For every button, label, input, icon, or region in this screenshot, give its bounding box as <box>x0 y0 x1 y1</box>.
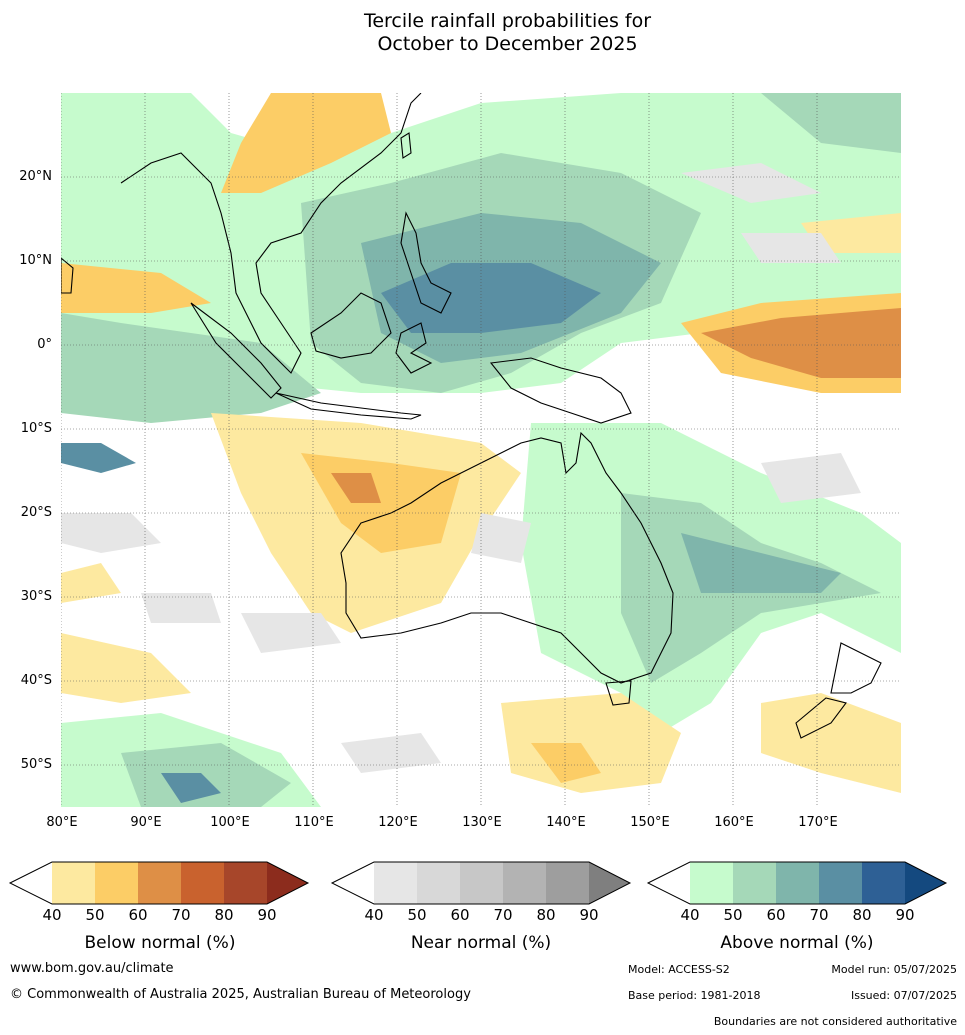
near-swatch-5 <box>546 862 589 904</box>
above-swatch-5 <box>862 862 905 904</box>
near-normal-colorbar-graphic <box>330 861 632 905</box>
graticule <box>61 93 901 807</box>
near-swatch-1 <box>374 862 417 904</box>
above-tick: 90 <box>895 906 915 924</box>
above-normal-colorbar <box>646 861 948 905</box>
above-swatch-4 <box>819 862 862 904</box>
below-tick: 40 <box>42 906 62 924</box>
lon-label-170e: 170°E <box>798 815 838 830</box>
lat-label-40s: 40°S <box>20 673 52 688</box>
below-swatch-6 <box>267 862 308 904</box>
base-period: Base period: 1981-2018 <box>628 989 761 1002</box>
copyright-text: © Commonwealth of Australia 2025, Austra… <box>10 987 471 1002</box>
above-swatch-3 <box>776 862 819 904</box>
above-tick: 80 <box>852 906 872 924</box>
lon-label-150e: 150°E <box>630 815 670 830</box>
below-swatch-2 <box>95 862 138 904</box>
lon-label-120e: 120°E <box>378 815 418 830</box>
sulawesi-coastline <box>395 322 433 374</box>
above-normal-colorbar-graphic <box>646 861 948 905</box>
below-tick: 90 <box>257 906 277 924</box>
lon-label-160e: 160°E <box>714 815 754 830</box>
lon-label-100e: 100°E <box>210 815 250 830</box>
near-tick: 70 <box>493 906 513 924</box>
title-line-1: Tercile rainfall probabilities for <box>363 10 652 32</box>
model-name: Model: ACCESS-S2 <box>628 963 730 976</box>
below-normal-colorbar-graphic <box>8 861 310 905</box>
issued-date: Issued: 07/07/2025 <box>850 989 957 1002</box>
below-swatch-5 <box>224 862 267 904</box>
rainfall-probability-map <box>61 93 901 807</box>
boundaries-disclaimer: Boundaries are not considered authoritat… <box>713 1015 957 1028</box>
below-swatch-3 <box>138 862 181 904</box>
near-tick: 90 <box>579 906 599 924</box>
above-swatch-2 <box>733 862 776 904</box>
below-tick: 50 <box>85 906 105 924</box>
near-swatch-6 <box>589 862 630 904</box>
below-swatch-0 <box>10 862 52 904</box>
taiwan-coastline <box>400 132 412 159</box>
new-guinea-coastline <box>489 357 632 424</box>
near-tick: 60 <box>450 906 470 924</box>
below-swatch-1 <box>52 862 95 904</box>
below-tick: 70 <box>171 906 191 924</box>
near-swatch-0 <box>332 862 374 904</box>
philippines-coastline <box>400 211 452 314</box>
above-tick: 50 <box>723 906 743 924</box>
near-swatch-2 <box>417 862 460 904</box>
lon-label-90e: 90°E <box>130 815 162 830</box>
borneo-coastline <box>310 292 392 359</box>
lon-label-130e: 130°E <box>462 815 502 830</box>
lat-label-20n: 20°N <box>19 169 52 184</box>
title-line-2: October to December 2025 <box>377 33 638 55</box>
lat-label-0: 0° <box>37 337 52 352</box>
website-link[interactable]: www.bom.gov.au/climate <box>10 961 174 976</box>
lon-label-110e: 110°E <box>294 815 334 830</box>
near-tick: 40 <box>364 906 384 924</box>
below-swatch-4 <box>181 862 224 904</box>
lon-label-140e: 140°E <box>546 815 586 830</box>
above-tick: 40 <box>680 906 700 924</box>
near-normal-title: Near normal (%) <box>410 933 552 953</box>
map-canvas <box>61 93 901 807</box>
near-normal-colorbar <box>330 861 632 905</box>
below-tick: 60 <box>128 906 148 924</box>
tasmania-coastline <box>605 680 632 706</box>
below-normal-colorbar <box>8 861 310 905</box>
near-tick: 50 <box>407 906 427 924</box>
near-swatch-3 <box>460 862 503 904</box>
above-normal-title: Above normal (%) <box>720 933 874 953</box>
near-tick: 80 <box>536 906 556 924</box>
lat-label-10n: 10°N <box>19 253 52 268</box>
above-swatch-1 <box>690 862 733 904</box>
australia-coastline <box>340 431 674 684</box>
above-swatch-6 <box>905 862 946 904</box>
lat-label-30s: 30°S <box>20 589 52 604</box>
above-tick: 70 <box>809 906 829 924</box>
near-swatch-4 <box>503 862 546 904</box>
sri-lanka-coastline <box>61 257 74 294</box>
below-normal-shading <box>61 93 901 793</box>
below-tick: 80 <box>214 906 234 924</box>
above-swatch-0 <box>648 862 690 904</box>
java-coastline <box>275 392 422 420</box>
new-zealand-coastline <box>795 642 882 739</box>
southeast-asia-coastline <box>120 93 422 374</box>
lon-label-80e: 80°E <box>46 815 78 830</box>
near-normal-shading <box>61 163 861 773</box>
above-tick: 60 <box>766 906 786 924</box>
lat-label-10s: 10°S <box>20 421 52 436</box>
model-run-date: Model run: 05/07/2025 <box>831 963 957 976</box>
lat-label-50s: 50°S <box>20 757 52 772</box>
map-title: Tercile rainfall probabilities for Octob… <box>0 10 965 56</box>
below-normal-title: Below normal (%) <box>84 933 236 953</box>
lat-label-20s: 20°S <box>20 505 52 520</box>
